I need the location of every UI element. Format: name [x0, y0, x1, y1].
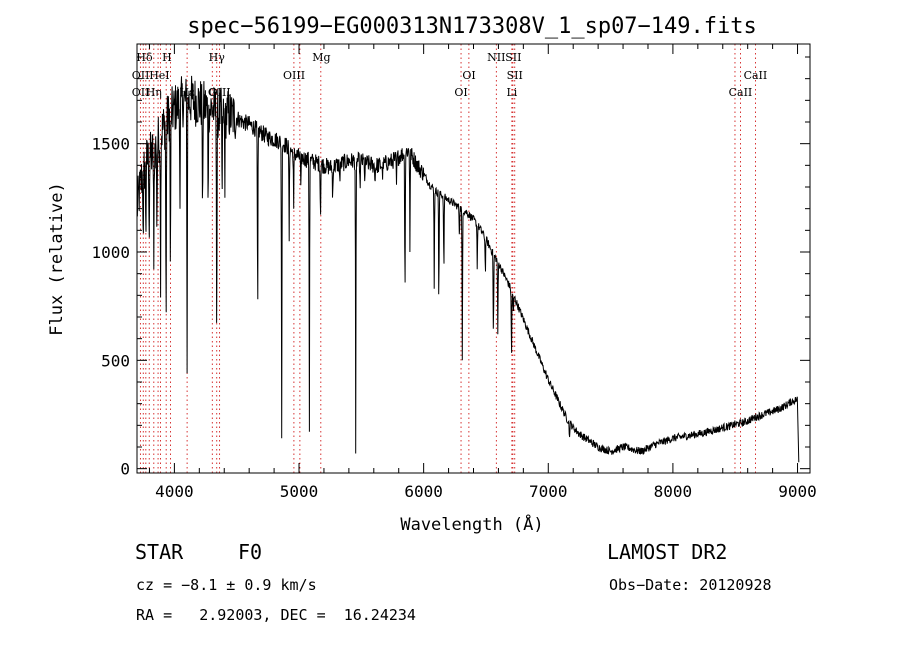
y-tick-label-2: 1000 — [91, 243, 130, 262]
line-label-li-3-6: Li — [506, 86, 517, 99]
line-label-oii-3-0: OII — [132, 86, 150, 99]
line-label-g-3-3: G — [208, 86, 217, 99]
axis-ticks: 4000 5000 6000 7000 8000 9000 0 500 1000 1500 — [91, 44, 817, 501]
line-label-oiii-2-2: OIII — [283, 69, 305, 82]
survey-name: LAMOST DR2 — [607, 540, 728, 564]
line-label-oii-2-0: OII — [132, 69, 150, 82]
x-tick-label-1: 5000 — [280, 482, 319, 501]
line-label-hei-2-1: HeI — [149, 69, 169, 82]
x-tick-label-0: 4000 — [155, 482, 194, 501]
chart-title: spec−56199−EG000313N173308V_1_sp07−149.f… — [187, 14, 757, 39]
coordinates: RA = 2.92003, DEC = 16.24234 — [136, 606, 416, 624]
x-tick-label-5: 9000 — [778, 482, 817, 501]
object-subclass: F0 — [238, 540, 263, 564]
y-tick-label-0: 0 — [120, 460, 130, 479]
line-label-h-1-2: Hγ — [209, 51, 226, 64]
line-label-oi-3-5: OI — [454, 86, 467, 99]
line-label-sii-1-5: SII — [505, 51, 521, 64]
line-label-h-1-0: Hδ — [136, 51, 153, 64]
line-label-oi-2-3: OI — [462, 69, 475, 82]
line-label-nii-1-4: NII — [487, 51, 505, 64]
x-axis-label: Wavelength (Å) — [400, 513, 543, 535]
line-label-caii-3-7: CaII — [729, 86, 753, 99]
y-axis-label: Flux (relative) — [47, 182, 67, 336]
object-class: STAR — [135, 540, 184, 564]
redshift-velocity: cz = −8.1 ± 0.9 km/s — [136, 576, 317, 594]
y-tick-label-3: 1500 — [91, 135, 130, 154]
line-label-sii-2-4: SII — [507, 69, 523, 82]
x-tick-label-3: 7000 — [529, 482, 568, 501]
x-tick-label-2: 6000 — [404, 482, 443, 501]
x-tick-label-4: 8000 — [654, 482, 693, 501]
line-label-mg-1-3: Mg — [312, 51, 330, 64]
line-label-h-1-1: H — [162, 51, 172, 64]
spectrum-line — [136, 75, 800, 463]
line-label-caii-2-5: CaII — [744, 69, 768, 82]
y-tick-label-1: 500 — [101, 351, 130, 370]
line-label-h-3-1: Hη — [146, 86, 162, 99]
plot-frame — [136, 43, 811, 474]
observation-date: Obs−Date: 20120928 — [609, 576, 772, 594]
